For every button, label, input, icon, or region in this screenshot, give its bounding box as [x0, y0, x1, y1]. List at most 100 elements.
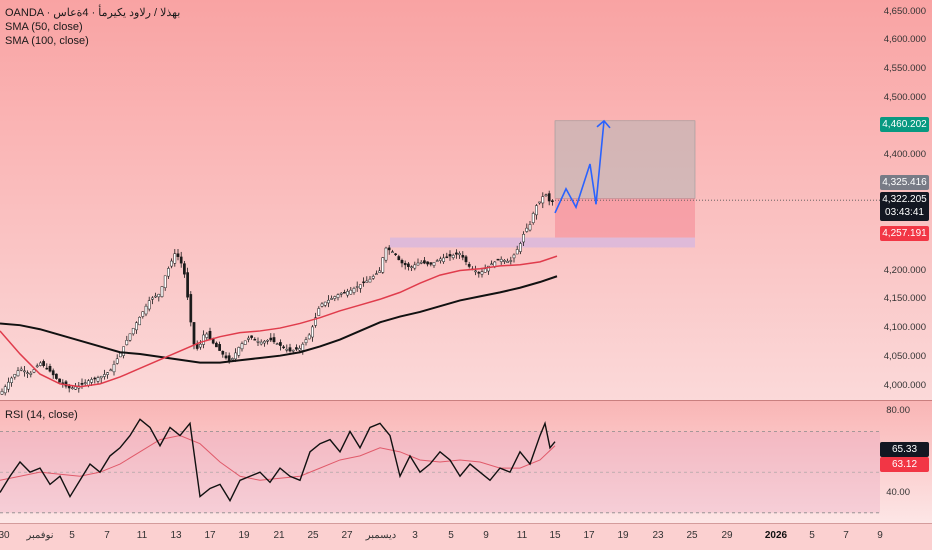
symbol-title[interactable]: OANDA · بهذلا / رلاود يكيرمأ · 4ةعاس — [5, 7, 181, 19]
candle-body — [55, 373, 58, 379]
candle-body — [16, 370, 20, 377]
candle-body — [58, 378, 61, 383]
price-axis-label: 4,200.000 — [883, 264, 926, 276]
candle-body — [259, 341, 263, 345]
candle-body — [333, 296, 337, 299]
price-axis-label: 4,550.000 — [883, 63, 926, 75]
candle-body — [375, 273, 378, 275]
candle-body — [183, 263, 186, 275]
candle-body — [42, 361, 45, 366]
candle-body — [451, 254, 455, 258]
candle-body — [234, 352, 237, 360]
candle-body — [426, 261, 429, 265]
candle-body — [435, 260, 439, 262]
rsi-legend[interactable]: RSI (14, close) — [5, 409, 78, 421]
time-axis-label: 7 — [843, 530, 849, 541]
candle-body — [346, 291, 349, 296]
candle-body — [413, 264, 417, 269]
candle-body — [90, 379, 93, 383]
price-axis-label: 4,400.000 — [883, 149, 926, 161]
candle-body — [231, 358, 234, 361]
price-pane-background — [0, 0, 932, 400]
candle-body — [160, 286, 164, 297]
candle-body — [224, 355, 228, 359]
time-axis-label: 11 — [516, 530, 528, 541]
candle-body — [253, 338, 257, 341]
projection-arrowhead — [596, 119, 611, 129]
price-axis-label: 4,650.000 — [883, 5, 926, 17]
sma50-legend[interactable]: SMA (50, close) — [5, 21, 83, 33]
candle-body — [218, 344, 221, 351]
candle-body — [131, 328, 135, 335]
rsi-value-tag: 65.33 — [880, 442, 929, 457]
candle-body — [442, 257, 445, 262]
candle-body — [147, 300, 151, 310]
candle-body — [32, 369, 36, 373]
candle-body — [170, 260, 173, 267]
candle-body — [67, 385, 71, 389]
candle-body — [250, 335, 253, 338]
candle-body — [547, 193, 551, 202]
entry-price-tag: 4,325.416 — [880, 175, 929, 190]
candle-body — [499, 259, 503, 262]
candle-body — [154, 295, 157, 298]
time-axis-label: 2026 — [764, 530, 788, 541]
candle-body — [352, 288, 356, 293]
candle-body — [48, 365, 52, 372]
candle-body — [349, 289, 353, 295]
candle-body — [45, 367, 49, 370]
candle-body — [311, 326, 314, 338]
candle-body — [407, 263, 410, 267]
stop-zone — [555, 198, 695, 238]
candle-body — [157, 293, 161, 298]
candle-body — [423, 260, 426, 264]
candle-body — [541, 196, 545, 204]
time-axis-label: 27 — [341, 530, 353, 541]
candle-body — [288, 347, 292, 352]
candle-body — [192, 322, 196, 345]
candle-body — [531, 213, 535, 224]
candle-body — [35, 365, 39, 368]
candle-body — [7, 381, 10, 390]
bar-countdown: 03:43:41 — [885, 207, 924, 218]
candle-body — [39, 362, 42, 366]
candle-body — [365, 280, 369, 283]
candle-body — [455, 252, 458, 255]
candle-body — [51, 370, 55, 376]
candle-body — [359, 284, 362, 289]
candle-body — [295, 347, 298, 350]
time-axis-label: 29 — [721, 530, 733, 541]
candle-body — [355, 286, 359, 288]
candle-body — [391, 251, 394, 253]
candle-body — [474, 270, 477, 273]
candle-body — [151, 297, 154, 300]
candle-body — [432, 262, 436, 266]
candle-body — [26, 372, 29, 374]
candle-body — [301, 343, 305, 351]
sma100-legend[interactable]: SMA (100, close) — [5, 35, 89, 47]
price-axis-label: 4,500.000 — [883, 91, 926, 103]
candle-body — [320, 303, 324, 307]
time-axis-label: 25 — [686, 530, 698, 541]
time-axis-label: 21 — [273, 530, 285, 541]
candle-body — [199, 343, 202, 348]
candle-body — [403, 263, 407, 266]
candle-body — [394, 253, 397, 256]
candle-body — [115, 358, 119, 364]
price-axis-label: 4,100.000 — [883, 322, 926, 334]
target-zone — [554, 120, 696, 199]
candle-body — [525, 227, 529, 232]
candle-body — [256, 341, 260, 343]
time-axis-label: 3 — [412, 530, 418, 541]
price-axis-label: 4,000.000 — [883, 379, 926, 391]
candle-body — [535, 205, 538, 216]
last-price-value: 4,322.205 — [882, 194, 927, 205]
candle-body — [128, 333, 132, 341]
candle-body — [83, 382, 87, 384]
time-axis-label: نوفمبر — [26, 530, 54, 541]
candle-body — [439, 258, 442, 261]
candle-body — [13, 374, 17, 378]
chart-legend: OANDA · بهذلا / رلاود يكيرمأ · 4ةعاس SMA… — [5, 6, 180, 48]
candle-body — [336, 294, 340, 298]
